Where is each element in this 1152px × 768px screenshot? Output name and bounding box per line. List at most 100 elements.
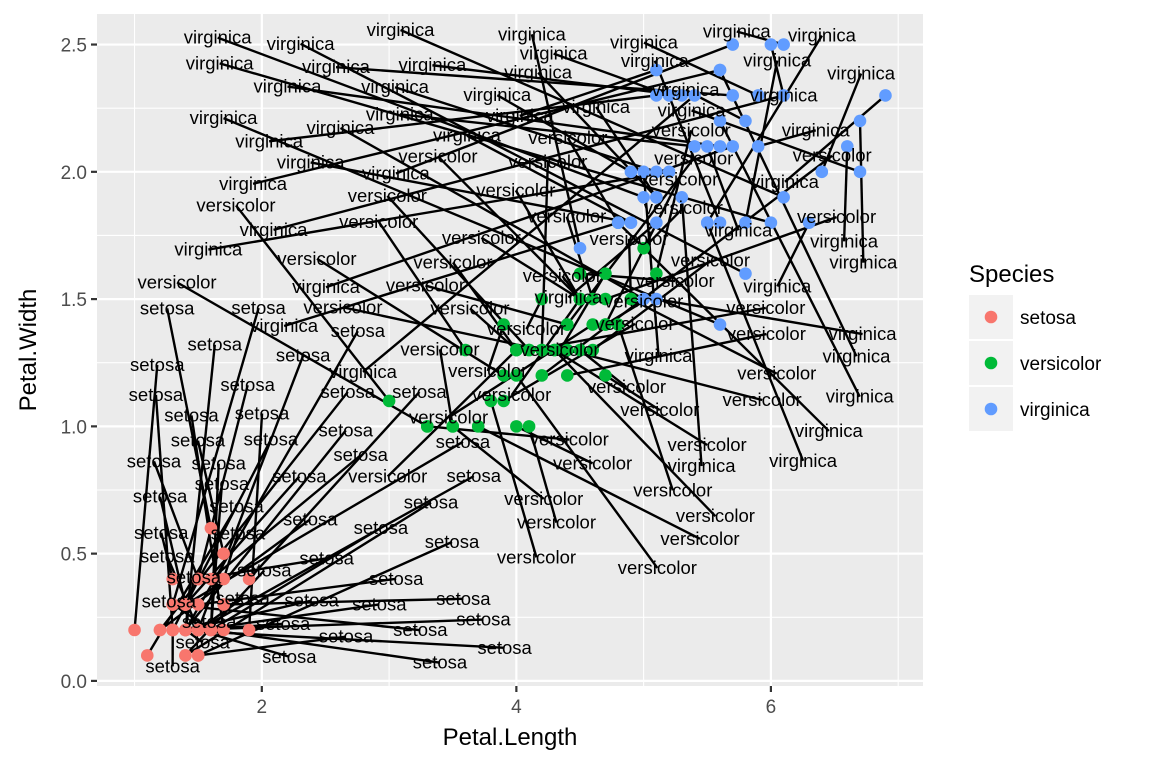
point-label: versicolor [348,466,427,487]
leader-line [190,415,225,631]
leader-line [496,94,632,173]
point-label: versicolor [589,228,668,249]
versicolor-point [471,420,485,433]
leader-line [184,440,464,606]
virginica-point [802,216,816,230]
setosa-point [140,649,154,662]
virginica-point [713,140,727,153]
versicolor-point [560,343,574,357]
versicolor-point [650,267,663,280]
leader-line [197,355,305,631]
point-label: virginica [769,450,838,471]
point-label: versicolor [530,429,609,450]
axes: 2 4 6 0.0 0.5 1.0 1.5 2.0 2.5 [61,36,777,718]
leader-line [217,36,645,199]
versicolor-point [446,420,460,433]
y-tick-label: 1.0 [61,417,87,438]
leader-line [154,394,174,631]
point-label: setosa [354,517,409,538]
point-label: setosa [235,402,290,423]
setosa-point [166,572,180,586]
point-label: versicolor [442,227,521,248]
virginica-point [637,190,650,204]
leader-line [283,221,619,328]
point-label: versicolor [386,275,465,296]
versicolor-point [560,318,574,331]
virginica-point [853,165,867,179]
leader-line [210,454,362,581]
setosa-point [204,521,218,535]
virginica-point [879,89,892,102]
virginica-point [777,190,790,204]
leader-line [486,324,505,372]
y-tick-label: 2.0 [61,163,87,184]
setosa-point [179,598,192,611]
point-label: virginica [235,130,304,151]
point-label: versicolor [348,185,427,206]
leader-line [820,73,863,173]
versicolor-point [599,292,612,306]
point-label: setosa [195,473,250,494]
virginica-point [688,140,701,153]
point-label: virginica [658,99,727,120]
point-label: virginica [810,230,879,251]
leader-line [567,332,767,377]
setosa-point [166,598,180,611]
leader-line [377,221,467,351]
setosa-point [128,623,141,637]
virginica-point [637,292,650,306]
point-label: setosa [369,568,424,589]
point-label: virginica [174,239,243,260]
legend-swatch [984,310,998,324]
virginica-point [713,63,727,77]
x-tick-label: 2 [257,697,268,718]
point-label: versicolor [633,479,712,500]
virginica-point [713,216,727,230]
point-label: virginica [302,56,371,77]
virginica-point [777,89,790,102]
leader-line [757,129,817,148]
leader-line [394,86,657,173]
point-label: setosa [319,626,374,647]
point-label: virginica [254,76,323,97]
setosa-point [204,623,218,637]
point-label: versicolor [398,145,477,166]
point-label: setosa [352,593,407,614]
label-leader-lines [133,28,887,667]
point-label: virginica [366,103,435,124]
point-label: setosa [145,655,200,676]
virginica-point [662,165,676,179]
point-label: virginica [625,345,694,366]
virginica-point [815,165,829,179]
setosa-point [217,572,230,586]
versicolor-point [573,292,587,306]
point-label: setosa [237,559,292,580]
x-axis-title: Petal.Length [443,724,578,751]
virginica-point [688,89,701,102]
point-label: setosa [215,587,270,608]
versicolor-point [637,241,650,255]
virginica-point [739,114,752,128]
versicolor-point [510,343,523,357]
versicolor-point [497,369,510,382]
point-label: versicolor [668,434,747,455]
point-label: versicolor [517,512,596,533]
point-label: setosa [142,590,197,611]
virginica-point [675,89,689,102]
leader-line [553,348,708,446]
point-label: versicolor [413,251,492,272]
point-label: versicolor [137,271,216,292]
leader-line [604,374,661,412]
point-label: virginica [361,76,430,97]
point-label: virginica [751,171,820,192]
point-label: setosa [404,492,459,513]
point-label: virginica [190,107,259,128]
leader-line [198,577,397,606]
point-label: virginica [795,420,864,441]
point-label: setosa [284,589,339,610]
leader-line [287,85,721,148]
versicolor-point [599,369,612,382]
setosa-point [242,623,256,637]
point-label: setosa [447,465,502,486]
